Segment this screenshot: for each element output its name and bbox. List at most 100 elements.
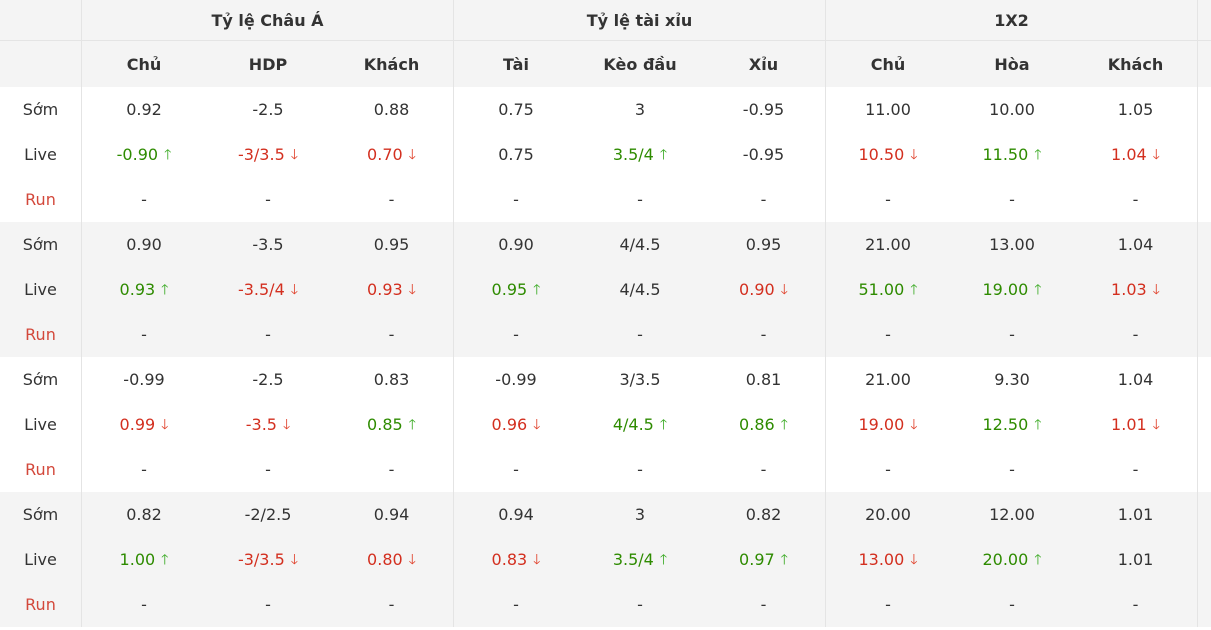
odds-cell: -3.5 xyxy=(206,222,330,267)
odds-cell: - xyxy=(702,582,826,627)
odds-cell: 0.86 🡑 xyxy=(702,402,826,447)
odds-row-live: Live -0.90 🡑 -3/3.5 🡓 0.70 🡓 0.75 3.5/4 🡑 -0.95 10.… xyxy=(0,132,1211,177)
odds-value: 1.04 xyxy=(1111,145,1147,164)
row-label: Live xyxy=(0,267,82,312)
odds-cell: 1.04 🡓 xyxy=(1074,132,1198,177)
odds-cell: 4/4.5 xyxy=(578,222,702,267)
odds-value: 0.86 xyxy=(739,415,775,434)
arrow-down-icon: 🡓 xyxy=(290,146,299,163)
odds-value: -0.95 xyxy=(742,145,785,164)
odds-cell: 1.05 xyxy=(1074,87,1198,132)
odds-value: 0.95 xyxy=(745,235,782,254)
odds-value: 0.94 xyxy=(373,505,410,524)
odds-value: 0.70 xyxy=(367,145,403,164)
row-label: Sớm xyxy=(0,357,82,402)
odds-cell: 21.00 xyxy=(826,357,950,402)
arrow-down-icon: 🡓 xyxy=(1152,146,1160,163)
odds-cell: - xyxy=(330,582,454,627)
odds-cell: - xyxy=(578,582,702,627)
odds-cell: 1.01 xyxy=(1074,537,1198,582)
row-label: Live xyxy=(0,132,82,177)
odds-cell: - xyxy=(1074,582,1198,627)
odds-row-live: Live 0.99 🡓 -3.5 🡓 0.85 🡑 0.96 🡓 4/4.5 🡑 0.86 🡑 19.00… xyxy=(0,402,1211,447)
odds-cell: - xyxy=(330,447,454,492)
odds-cell: -0.95 xyxy=(702,132,826,177)
group-asian-handicap: Tỷ lệ Châu Á xyxy=(82,0,454,40)
odds-value: - xyxy=(760,325,767,344)
odds-value: - xyxy=(637,325,643,344)
group-1x2: 1X2 xyxy=(826,0,1198,40)
row-label: Sớm xyxy=(0,87,82,132)
odds-value: - xyxy=(1009,595,1015,614)
odds-value: 1.01 xyxy=(1117,505,1154,524)
odds-cell: -0.90 🡑 xyxy=(82,132,206,177)
odds-value: - xyxy=(637,190,643,209)
odds-cell: - xyxy=(826,447,950,492)
odds-value: 3.5/4 xyxy=(612,145,654,164)
odds-value: 10.50 xyxy=(858,145,905,164)
odds-value: - xyxy=(265,190,271,209)
odds-value: 0.88 xyxy=(373,100,410,119)
odds-value: 3.5/4 xyxy=(612,550,654,569)
odds-value: - xyxy=(637,595,643,614)
odds-cell: - xyxy=(578,447,702,492)
odds-value: - xyxy=(1009,190,1015,209)
odds-row-run: Run - - - - - - - - - xyxy=(0,582,1211,627)
column-header: Tài xyxy=(503,54,529,74)
odds-value: 4/4.5 xyxy=(619,280,661,299)
odds-value: - xyxy=(513,190,519,209)
odds-cell: -0.95 xyxy=(702,87,826,132)
odds-cell: 0.93 🡓 xyxy=(330,267,454,312)
odds-value: -0.95 xyxy=(742,100,785,119)
odds-cell: 19.00 🡓 xyxy=(826,402,950,447)
odds-cell: 4/4.5 🡑 xyxy=(578,402,702,447)
row-label: Sớm xyxy=(0,492,82,537)
odds-value: - xyxy=(388,460,395,479)
odds-value: -0.90 xyxy=(116,145,159,164)
arrow-up-icon: 🡑 xyxy=(1034,146,1042,163)
odds-value: 9.30 xyxy=(994,370,1030,389)
odds-row-early: Sớm -0.99 -2.5 0.83 -0.99 3/3.5 0.81 21.00 9.30 1… xyxy=(0,357,1211,402)
odds-cell: - xyxy=(578,312,702,357)
odds-value: 0.93 xyxy=(367,280,403,299)
odds-cell: 0.82 xyxy=(702,492,826,537)
arrow-down-icon: 🡓 xyxy=(282,416,291,433)
odds-cell: - xyxy=(206,177,330,222)
group-over-under: Tỷ lệ tài xỉu xyxy=(454,0,826,40)
odds-cell: 0.83 🡓 xyxy=(454,537,578,582)
column-header: HDP xyxy=(248,54,288,74)
odds-value: 13.00 xyxy=(858,550,905,569)
odds-cell: - xyxy=(330,312,454,357)
odds-value: 51.00 xyxy=(858,280,905,299)
odds-value: - xyxy=(513,595,519,614)
odds-cell: 3/3.5 xyxy=(578,357,702,402)
arrow-down-icon: 🡓 xyxy=(408,146,416,163)
arrow-up-icon: 🡑 xyxy=(910,281,918,298)
odds-value: 0.90 xyxy=(126,235,162,254)
odds-cell: 3 xyxy=(578,492,702,537)
odds-value: - xyxy=(885,325,891,344)
odds-row-run: Run - - - - - - - - - xyxy=(0,447,1211,492)
arrow-down-icon: 🡓 xyxy=(290,551,299,568)
odds-cell: - xyxy=(1074,177,1198,222)
arrow-down-icon: 🡓 xyxy=(910,416,918,433)
odds-cell: - xyxy=(950,582,1074,627)
row-label: Run xyxy=(0,312,82,357)
odds-value: 0.99 xyxy=(119,415,156,434)
odds-cell: - xyxy=(82,177,206,222)
odds-value: 19.00 xyxy=(982,280,1029,299)
arrow-up-icon: 🡑 xyxy=(533,281,541,298)
arrow-down-icon: 🡓 xyxy=(910,551,918,568)
odds-value: 0.80 xyxy=(367,550,403,569)
odds-cell: - xyxy=(1074,312,1198,357)
odds-cell: 1.00 🡑 xyxy=(82,537,206,582)
odds-value: - xyxy=(513,325,519,344)
odds-cell: 1.03 🡓 xyxy=(1074,267,1198,312)
odds-cell: 10.00 xyxy=(950,87,1074,132)
odds-cell: - xyxy=(826,582,950,627)
odds-value: - xyxy=(760,190,767,209)
odds-value: - xyxy=(265,460,271,479)
odds-cell: - xyxy=(206,447,330,492)
odds-cell: 11.00 xyxy=(826,87,950,132)
